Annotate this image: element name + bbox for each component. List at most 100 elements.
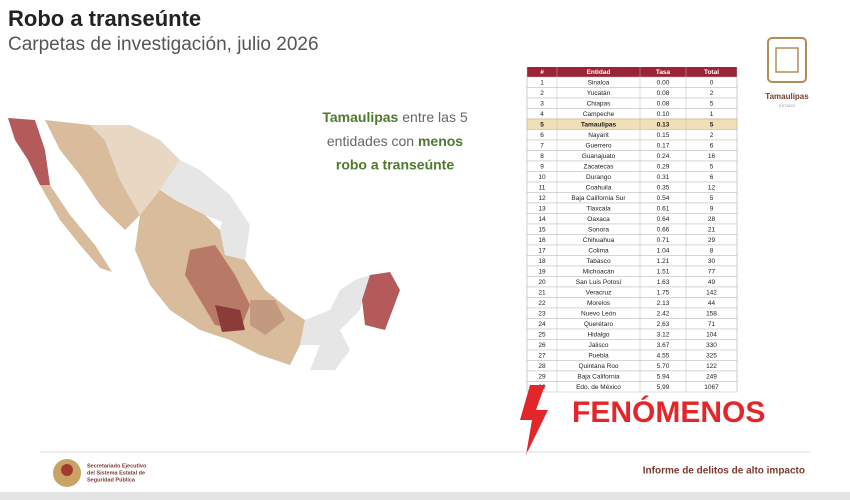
bottom-bar (0, 492, 850, 500)
table-cell: 0.61 (657, 205, 670, 212)
table-cell: Jalisco (589, 342, 609, 349)
table-cell: Colima (588, 247, 609, 254)
table-row (526, 192, 738, 204)
table-row (526, 213, 738, 225)
table-cell: 0.00 (657, 79, 670, 86)
table-cell: Chiapas (587, 100, 612, 107)
table-cell: 0.64 (657, 216, 670, 223)
table-cell: 22 (538, 300, 546, 307)
table-cell: 4 (540, 111, 544, 118)
table-cell: 0.54 (657, 195, 670, 202)
table-cell: 1 (710, 111, 714, 118)
table-cell: 5.99 (657, 384, 670, 391)
region (215, 305, 245, 332)
table-cell: 16 (538, 237, 546, 244)
table-cell: Tamaulipas (581, 121, 617, 128)
region (310, 330, 350, 370)
table-cell: 6 (710, 142, 714, 149)
table-cell: Yucatán (587, 90, 611, 97)
callout-emph: menos (418, 133, 463, 149)
column-header: Tasa (656, 69, 671, 76)
region (8, 118, 50, 185)
table-cell: Guanajuato (582, 153, 616, 160)
table-row (526, 223, 738, 235)
table-cell: 1.04 (657, 247, 670, 254)
table-cell: 2.13 (657, 300, 670, 307)
table-cell: 77 (708, 268, 716, 275)
map (8, 118, 400, 370)
table-cell: 3.12 (657, 331, 670, 338)
table-row (526, 265, 738, 277)
callout: Tamaulipas entre las 5 entidades con men… (322, 109, 467, 173)
table-cell: Hidalgo (587, 331, 609, 338)
table-row (526, 202, 738, 214)
table-cell: 15 (538, 226, 546, 233)
table-cell: 21 (538, 289, 546, 296)
table-header (527, 67, 737, 77)
footer-agency: Secretariado Ejecutivo del Sistema Estat… (87, 463, 147, 483)
table-cell: 29 (538, 373, 546, 380)
table-cell: 0.08 (657, 100, 670, 107)
table-cell: 30 (708, 258, 716, 265)
table-cell: 0.66 (657, 226, 670, 233)
table-row (526, 139, 738, 151)
callout-line: entidades con menos (327, 133, 463, 149)
watermark-text: FENÓMENOS (572, 395, 765, 429)
table-cell: Oaxaca (587, 216, 610, 223)
callout-emph: Tamaulipas (322, 109, 398, 125)
table-cell: 20 (538, 279, 546, 286)
logo-name: Tamaulipas (765, 92, 809, 101)
table-cell: Zacatecas (584, 163, 615, 170)
column-header: Entidad (587, 69, 611, 76)
table-cell: 26 (538, 342, 546, 349)
table-cell: 44 (708, 300, 716, 307)
table-cell: 0.35 (657, 184, 670, 191)
table-cell: 158 (706, 310, 717, 317)
region (220, 195, 250, 260)
table-cell: Baja California (577, 373, 620, 380)
table-cell: 1.51 (657, 268, 670, 275)
table-cell: 5 (710, 121, 714, 128)
callout-emph: robo a transeúnte (336, 157, 454, 173)
watermark-bolt (520, 385, 548, 455)
table-cell: 2.42 (657, 310, 670, 317)
table-cell: Puebla (588, 352, 609, 359)
table-cell: 0.71 (657, 237, 670, 244)
table-cell: 0.17 (657, 142, 670, 149)
table-cell: 17 (538, 247, 546, 254)
table-cell: Nuevo León (581, 310, 616, 317)
table-cell: 2 (710, 90, 714, 97)
logo-shield (767, 37, 807, 83)
table-cell: 5 (710, 163, 714, 170)
table-cell: 4.55 (657, 352, 670, 359)
table-row (526, 244, 738, 256)
column-header: # (540, 69, 544, 76)
table-cell: 104 (706, 331, 717, 338)
table-cell: 28 (708, 216, 716, 223)
table-cell: 3.67 (657, 342, 670, 349)
table-cell: 9 (710, 205, 714, 212)
table-cell: 5 (710, 195, 714, 202)
subtitle: Carpetas de investigación, julio 2026 (8, 34, 319, 55)
table-cell: 1067 (704, 384, 719, 391)
table-cell: 9 (540, 163, 544, 170)
region (362, 272, 400, 330)
table-cell: Morelos (587, 300, 611, 307)
table-cell: 0.24 (657, 153, 670, 160)
footer-agency-line: Secretariado Ejecutivo (87, 463, 147, 469)
region (45, 120, 140, 230)
table-cell: 5 (710, 100, 714, 107)
region (160, 160, 230, 225)
footer-report: Informe de delitos de alto impacto (643, 466, 805, 477)
table-row (526, 129, 738, 141)
table-row (526, 118, 738, 130)
table-cell: Quintana Roo (578, 363, 618, 370)
table-cell: 71 (708, 321, 716, 328)
table-cell: 23 (538, 310, 546, 317)
table-cell: 0.15 (657, 132, 670, 139)
table-cell: 249 (706, 373, 717, 380)
table-cell: 1 (540, 79, 544, 86)
table-cell: 5.94 (657, 373, 670, 380)
table-cell: 18 (538, 258, 546, 265)
table-cell: 5 (540, 121, 544, 128)
